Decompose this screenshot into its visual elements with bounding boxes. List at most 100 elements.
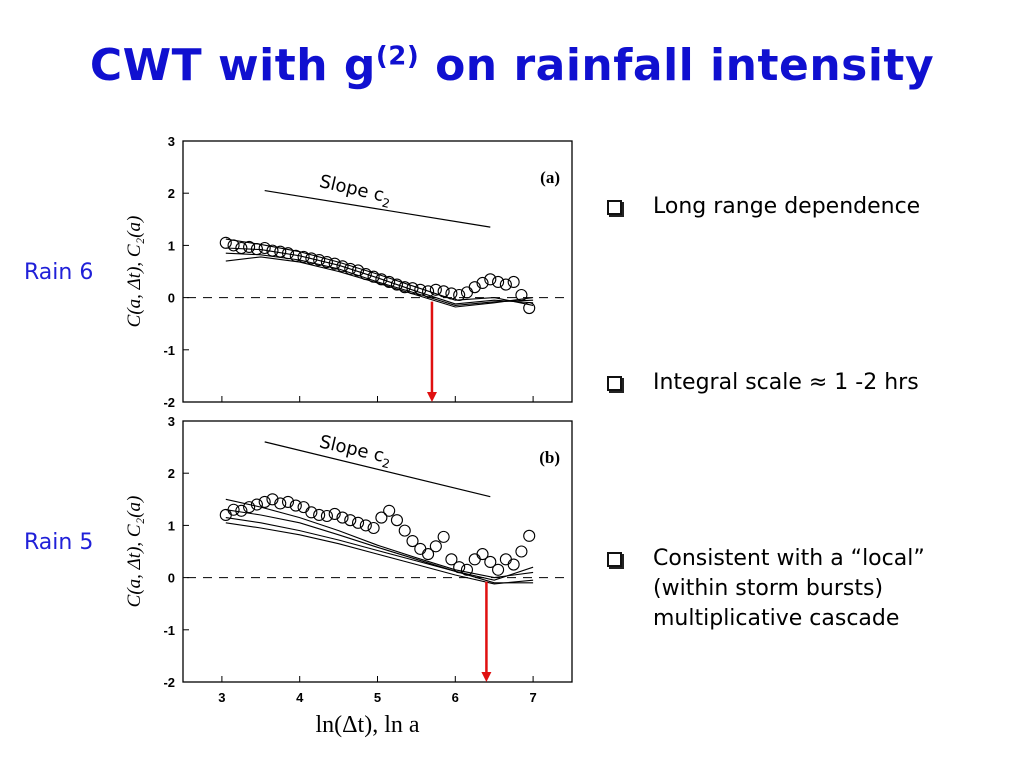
data-point <box>243 501 256 514</box>
row-label-rain-6: Rain 6 <box>24 260 94 285</box>
bullet-text-line-2: (within storm bursts) <box>653 576 884 601</box>
data-point <box>499 278 512 291</box>
data-point <box>406 535 419 548</box>
data-point <box>289 499 302 512</box>
data-point <box>476 548 489 561</box>
title-rest: on rainfall intensity <box>419 40 935 91</box>
data-point <box>437 285 450 298</box>
integral-scale-arrowhead <box>426 392 437 402</box>
data-point <box>359 519 372 532</box>
data-point <box>390 278 404 291</box>
x-axis-label: ln(Δt), ln a <box>315 712 419 738</box>
plot-frame <box>182 140 573 403</box>
data-point <box>398 281 411 294</box>
series-line-1 <box>225 247 534 305</box>
data-point <box>476 276 489 290</box>
series-line-4 <box>225 509 534 581</box>
data-point <box>274 245 287 258</box>
data-point <box>250 498 263 511</box>
series-line-3 <box>225 498 534 579</box>
series-line-3 <box>225 238 534 306</box>
y-tick-label: -2 <box>163 395 175 410</box>
y-tick-label: 2 <box>168 186 175 201</box>
data-point <box>406 282 419 295</box>
data-point <box>375 273 388 286</box>
data-point <box>484 273 497 286</box>
y-tick-label: 1 <box>168 518 175 533</box>
data-point <box>359 268 372 281</box>
data-point <box>422 285 435 298</box>
x-tick-label: 5 <box>374 690 381 705</box>
data-point <box>219 236 232 249</box>
data-point <box>383 275 396 288</box>
series-line-2 <box>225 522 534 585</box>
data-point <box>219 508 232 522</box>
data-point <box>445 553 458 566</box>
data-point <box>258 241 271 255</box>
data-point <box>375 511 388 524</box>
data-point <box>227 503 240 516</box>
data-point <box>235 241 248 255</box>
data-point <box>305 252 318 265</box>
data-point <box>320 509 333 523</box>
data-point <box>484 555 497 568</box>
data-point <box>492 563 505 576</box>
y-tick-label: 0 <box>168 571 175 586</box>
y-tick-label: 3 <box>168 134 175 149</box>
data-point <box>414 542 427 555</box>
x-tick-label: 7 <box>529 690 536 705</box>
y-tick-label: 2 <box>168 466 175 481</box>
data-point <box>235 504 248 517</box>
data-point <box>523 301 536 315</box>
y-tick-label: -1 <box>163 343 175 358</box>
y-tick-label: 0 <box>168 291 175 306</box>
data-point <box>492 275 505 288</box>
data-point <box>507 558 520 571</box>
chart-panel-2: 3 2 1 0 -1 -2 3 4 5 6 7 Slope c2 (b) C(a, Δt), C₂(a) l… <box>124 414 573 738</box>
y-tick-label: 1 <box>168 238 175 253</box>
panel-label: (b) <box>539 448 560 467</box>
data-point <box>499 553 512 566</box>
data-point <box>383 504 396 517</box>
data-point <box>367 521 380 535</box>
data-point <box>258 495 271 508</box>
slope-label: Slope c2 <box>317 431 394 471</box>
data-point <box>460 286 474 299</box>
data-point <box>468 281 481 294</box>
data-point <box>320 256 333 269</box>
data-point <box>336 511 349 524</box>
slope-line <box>264 441 491 498</box>
data-point <box>429 283 442 296</box>
slope-line <box>264 189 491 228</box>
data-point <box>328 257 341 270</box>
integral-scale-arrowhead <box>481 672 492 682</box>
data-point <box>336 260 349 273</box>
data-point <box>344 514 357 527</box>
y-tick-label: -1 <box>163 623 175 638</box>
data-point <box>281 495 295 508</box>
data-point <box>453 288 466 302</box>
data-point <box>367 270 380 283</box>
data-point <box>289 249 302 262</box>
bullet-text: Integral scale ≈ 1 -2 hrs <box>653 370 919 395</box>
data-point <box>351 264 365 277</box>
title-superscript: (2) <box>375 41 420 72</box>
data-point <box>297 501 310 514</box>
data-point <box>297 250 310 263</box>
data-point <box>422 548 435 561</box>
data-point <box>515 288 528 302</box>
y-tick-label: -2 <box>163 675 175 690</box>
data-point <box>437 530 450 543</box>
data-point <box>460 563 474 576</box>
x-tick-label: 6 <box>452 690 459 705</box>
checkbox-bullet-icon <box>607 552 622 567</box>
data-point <box>281 247 295 260</box>
bullet-text-line-3: multiplicative cascade <box>653 606 900 631</box>
data-point <box>313 253 326 267</box>
data-point <box>398 524 411 537</box>
data-point <box>344 262 357 275</box>
data-point <box>274 497 287 510</box>
data-point <box>445 287 458 300</box>
